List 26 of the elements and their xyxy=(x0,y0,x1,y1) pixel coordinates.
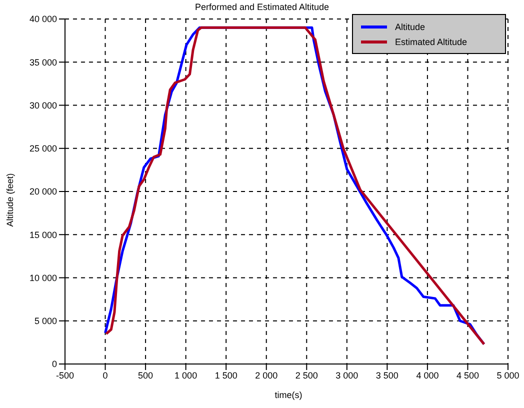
x-tick-label: 4 500 xyxy=(456,370,479,380)
x-tick-label: 5 000 xyxy=(496,370,520,380)
y-axis-title: Altitude (feet) xyxy=(5,173,15,227)
y-tick-label: 40 000 xyxy=(29,14,57,24)
x-tick-label: 2 000 xyxy=(255,370,278,380)
x-tick-label: -500 xyxy=(56,370,74,380)
x-tick-label: 500 xyxy=(138,370,154,380)
y-tick-label: 10 000 xyxy=(29,272,57,283)
x-tick-label: 1 000 xyxy=(174,370,198,380)
y-tick-label: 0 xyxy=(52,359,57,370)
y-tick-label: 20 000 xyxy=(29,186,57,197)
x-tick-label: 4 000 xyxy=(416,370,439,380)
x-tick-label: 3 000 xyxy=(336,370,358,380)
y-tick-label: 5 000 xyxy=(34,316,57,326)
legend-label: Altitude xyxy=(395,22,426,32)
y-tick-label: 25 000 xyxy=(29,144,57,154)
x-tick-label: 2 500 xyxy=(295,370,318,380)
x-axis-title: time(s) xyxy=(274,390,304,400)
legend-label: Estimated Altitude xyxy=(395,36,468,46)
x-tick-label: 3 500 xyxy=(376,370,398,380)
y-tick-label: 15 000 xyxy=(29,230,57,240)
chart-title: Performed and Estimated Altitude xyxy=(194,1,330,14)
y-tick-label: 35 000 xyxy=(29,57,57,68)
x-tick-label: 1 500 xyxy=(214,370,238,380)
y-tick-label: 30 000 xyxy=(29,100,57,110)
x-tick-label: 0 xyxy=(102,370,108,380)
